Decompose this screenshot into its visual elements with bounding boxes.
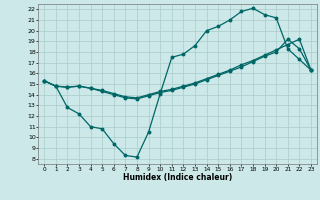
X-axis label: Humidex (Indice chaleur): Humidex (Indice chaleur) (123, 173, 232, 182)
